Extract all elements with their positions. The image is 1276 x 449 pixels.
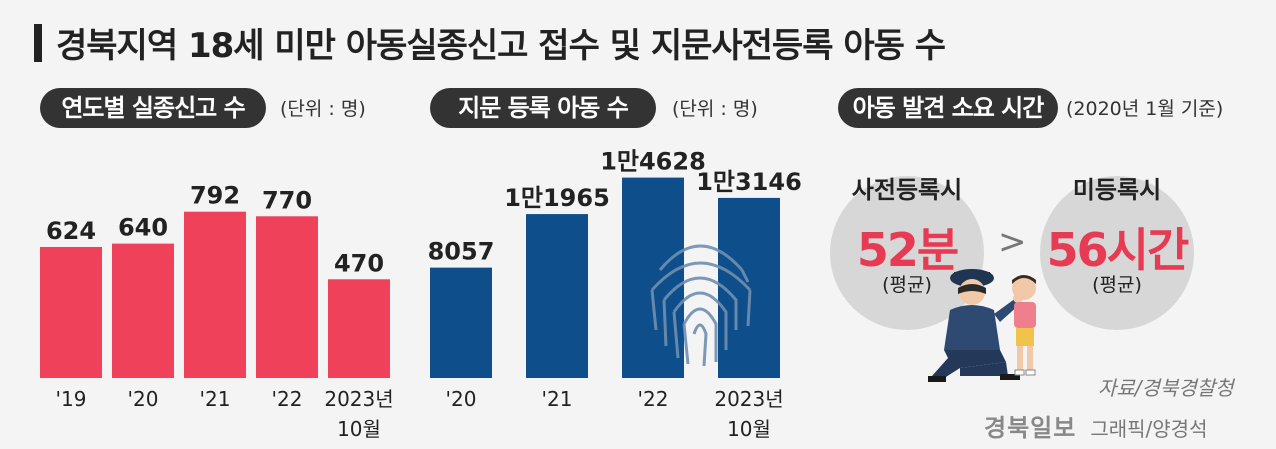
section-label-search-time: 아동 발견 소요 시간 <box>838 88 1058 128</box>
registered-average-label: (평균) <box>882 274 932 296</box>
registered-label: 사전등록시 <box>851 176 963 204</box>
reports-value-label: 624 <box>46 217 96 245</box>
title-marker <box>34 24 42 62</box>
brand-logo-text: 경북일보 <box>984 414 1077 442</box>
reports-category-label: '21 <box>200 387 231 411</box>
reports-category-label: '20 <box>128 387 159 411</box>
registered-value: 52분 <box>856 223 959 277</box>
reports-bar <box>40 246 102 378</box>
police-officer-child-illustration <box>928 269 1036 382</box>
bubble-unregistered <box>1040 176 1194 330</box>
note-search-time: (2020년 1월 기준) <box>1066 98 1224 120</box>
reports-value-label: 792 <box>190 182 240 210</box>
unregistered-value: 56시간 <box>1046 223 1190 277</box>
fingerprint-category-label: 2023년 <box>714 387 783 411</box>
source-note: 자료/경북경찰청 <box>1098 376 1234 400</box>
unregistered-label: 미등록시 <box>1072 176 1162 204</box>
section-label-fingerprint: 지문 등록 아동 수 <box>430 88 656 128</box>
page-title: 경북지역 18세 미만 아동실종신고 접수 및 지문사전등록 아동 수 <box>56 26 946 66</box>
fingerprint-bar <box>622 177 684 378</box>
reports-category-label: '19 <box>56 387 87 411</box>
fingerprint-category-label: '21 <box>542 387 573 411</box>
fingerprint-icon <box>650 244 752 367</box>
reports-value-label: 640 <box>118 214 168 242</box>
reports-bar <box>184 211 246 378</box>
reports-bar <box>112 243 174 378</box>
reports-category-label: 2023년 <box>324 387 393 411</box>
reports-bar <box>256 216 318 378</box>
greater-than-icon: > <box>998 222 1027 262</box>
graphic-credit: 그래픽/양경석 <box>1090 417 1208 441</box>
fingerprint-bar <box>430 267 492 378</box>
fingerprint-value-label: 8057 <box>428 238 495 266</box>
unit-label-reports: (단위 : 명) <box>280 98 366 120</box>
fingerprint-value-label: 1만3146 <box>696 168 802 196</box>
fingerprint-category-label: 10월 <box>727 417 771 441</box>
bubble-registered <box>830 176 984 330</box>
reports-bar <box>328 279 390 378</box>
reports-category-label: '22 <box>272 387 303 411</box>
credit-line: 경북일보 그래픽/양경석 <box>984 408 1207 443</box>
reports-category-label: 10월 <box>337 417 381 441</box>
reports-value-label: 770 <box>262 186 312 214</box>
fingerprint-value-label: 1만1965 <box>504 184 610 212</box>
reports-value-label: 470 <box>334 249 384 277</box>
fingerprint-category-label: '22 <box>638 387 669 411</box>
fingerprint-value-label: 1만4628 <box>600 148 706 176</box>
fingerprint-category-label: '20 <box>446 387 477 411</box>
unit-label-fingerprint: (단위 : 명) <box>672 98 758 120</box>
unregistered-average-label: (평균) <box>1092 274 1142 296</box>
fingerprint-bar <box>526 214 588 378</box>
section-label-reports: 연도별 실종신고 수 <box>40 88 266 128</box>
